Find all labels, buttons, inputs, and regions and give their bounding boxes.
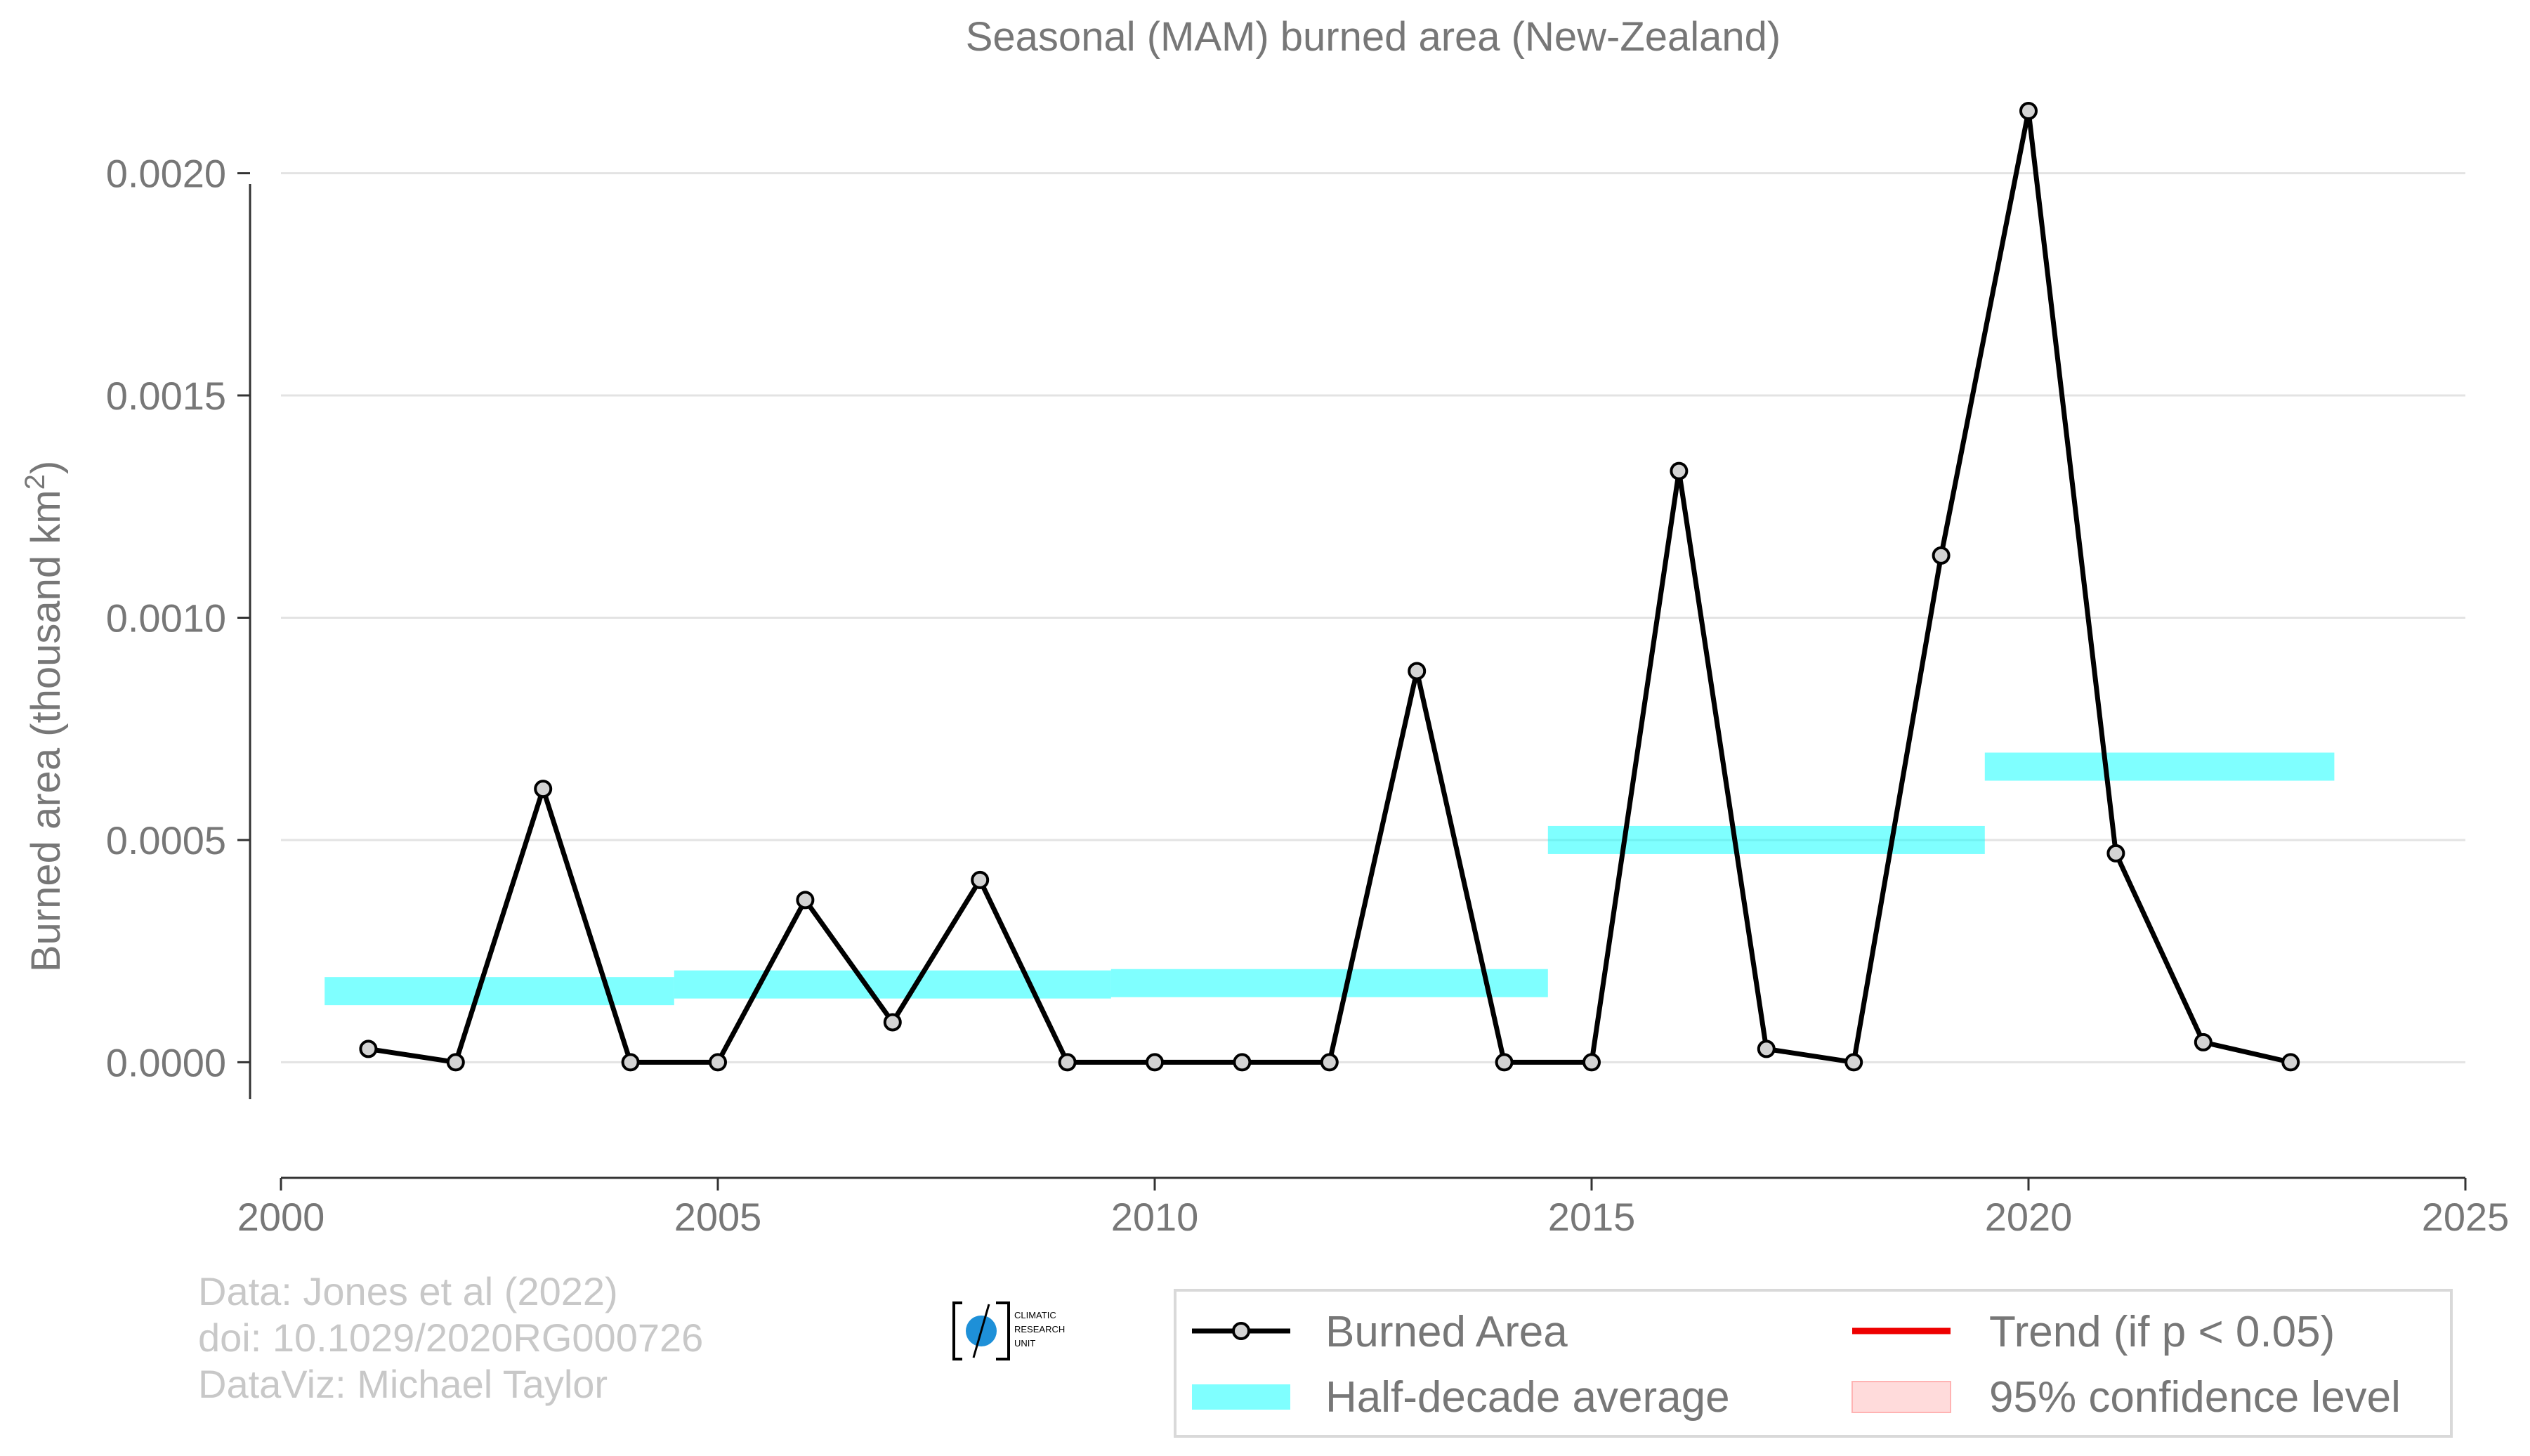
data-point <box>2194 1032 2213 1051</box>
burned-area-points <box>359 101 2300 1072</box>
data-point <box>359 1039 378 1058</box>
legend-swatch-confidence <box>1851 1381 1951 1413</box>
data-point <box>1670 461 1689 480</box>
y-tick-label: 0.0000 <box>106 1040 226 1084</box>
gridlines <box>281 172 2465 1063</box>
data-point <box>1233 1053 1252 1072</box>
legend: Burned Area Trend (if p < 0.05) Half-dec… <box>1174 1289 2453 1438</box>
credit-dataviz: DataViz: Michael Taylor <box>198 1362 608 1406</box>
data-point <box>971 870 990 889</box>
data-point <box>534 780 553 799</box>
x-tick-label: 2000 <box>237 1195 325 1239</box>
x-tick-label: 2015 <box>1548 1195 1636 1239</box>
y-axis-ticks: 0.0000 0.0005 0.0010 0.0015 0.0020 <box>106 152 250 1084</box>
data-point <box>1408 662 1427 681</box>
data-point <box>1844 1053 1863 1072</box>
credit-data-source: Data: Jones et al (2022) <box>198 1269 618 1313</box>
logo-frame-right <box>996 1301 1010 1360</box>
y-tick-label: 0.0015 <box>106 374 226 418</box>
data-point <box>1058 1053 1077 1072</box>
legend-item-confidence: 95% confidence level <box>1851 1373 2401 1422</box>
legend-item-half-decade: Half-decade average <box>1192 1373 1730 1422</box>
data-point <box>1146 1053 1164 1072</box>
legend-label-burned-area: Burned Area <box>1325 1308 1568 1356</box>
y-tick-label: 0.0005 <box>106 818 226 863</box>
logo-text-research: RESEARCH <box>1014 1324 1065 1334</box>
data-point <box>2106 844 2125 863</box>
data-point <box>1495 1053 1514 1072</box>
credit-doi: doi: 10.1029/2020RG000726 <box>198 1316 703 1360</box>
legend-item-burned-area: Burned Area <box>1192 1308 1568 1356</box>
legend-swatch-half-decade <box>1192 1384 1290 1410</box>
logo-text-climatic: CLIMATIC <box>1014 1310 1056 1320</box>
half-decade-average-band <box>1984 752 2335 781</box>
y-tick-label: 0.0020 <box>106 152 226 196</box>
x-tick-label: 2005 <box>674 1195 762 1239</box>
legend-swatch-burned-area-marker <box>1232 1322 1250 1340</box>
half-decade-average-bands <box>325 752 2335 1006</box>
data-point <box>1757 1039 1776 1058</box>
data-point <box>1320 1053 1339 1072</box>
logo-slash <box>972 1304 990 1358</box>
data-point <box>1932 546 1951 565</box>
y-axis-title-superscript: 2 <box>20 474 51 490</box>
legend-box <box>1174 1289 2453 1438</box>
legend-label-confidence: 95% confidence level <box>1989 1373 2401 1422</box>
data-point <box>2019 101 2038 120</box>
half-decade-average-band <box>1547 825 1985 854</box>
legend-label-half-decade: Half-decade average <box>1325 1373 1730 1422</box>
data-credits: Data: Jones et al (2022) doi: 10.1029/20… <box>198 1269 703 1406</box>
logo-text-unit: UNIT <box>1014 1338 1035 1349</box>
logo-frame-left <box>952 1301 962 1360</box>
y-tick-label: 0.0010 <box>106 596 226 640</box>
y-axis-title-close: ) <box>23 461 69 474</box>
legend-item-trend: Trend (if p < 0.05) <box>1852 1308 2335 1356</box>
data-point <box>1582 1053 1601 1072</box>
chart-title: Seasonal (MAM) burned area (New-Zealand) <box>966 14 1781 60</box>
data-point <box>796 891 815 910</box>
cru-logo: CLIMATIC RESEARCH UNIT <box>952 1301 1065 1360</box>
data-point <box>621 1053 640 1072</box>
x-tick-label: 2025 <box>2422 1195 2510 1239</box>
x-tick-label: 2010 <box>1111 1195 1199 1239</box>
x-tick-label: 2020 <box>1985 1195 2073 1239</box>
half-decade-average-band <box>325 977 674 1006</box>
half-decade-average-band <box>674 970 1111 999</box>
legend-label-trend: Trend (if p < 0.05) <box>1989 1308 2335 1356</box>
data-point <box>709 1053 727 1072</box>
half-decade-average-band <box>1110 969 1548 997</box>
x-axis-ticks: 2000 2005 2010 2015 2020 2025 <box>237 1178 2510 1239</box>
data-point <box>2281 1053 2300 1072</box>
data-point <box>446 1053 465 1072</box>
y-axis-title-text: Burned area (thousand km <box>23 490 69 972</box>
data-point <box>883 1013 902 1032</box>
y-axis-title: Burned area (thousand km2) <box>20 461 69 972</box>
